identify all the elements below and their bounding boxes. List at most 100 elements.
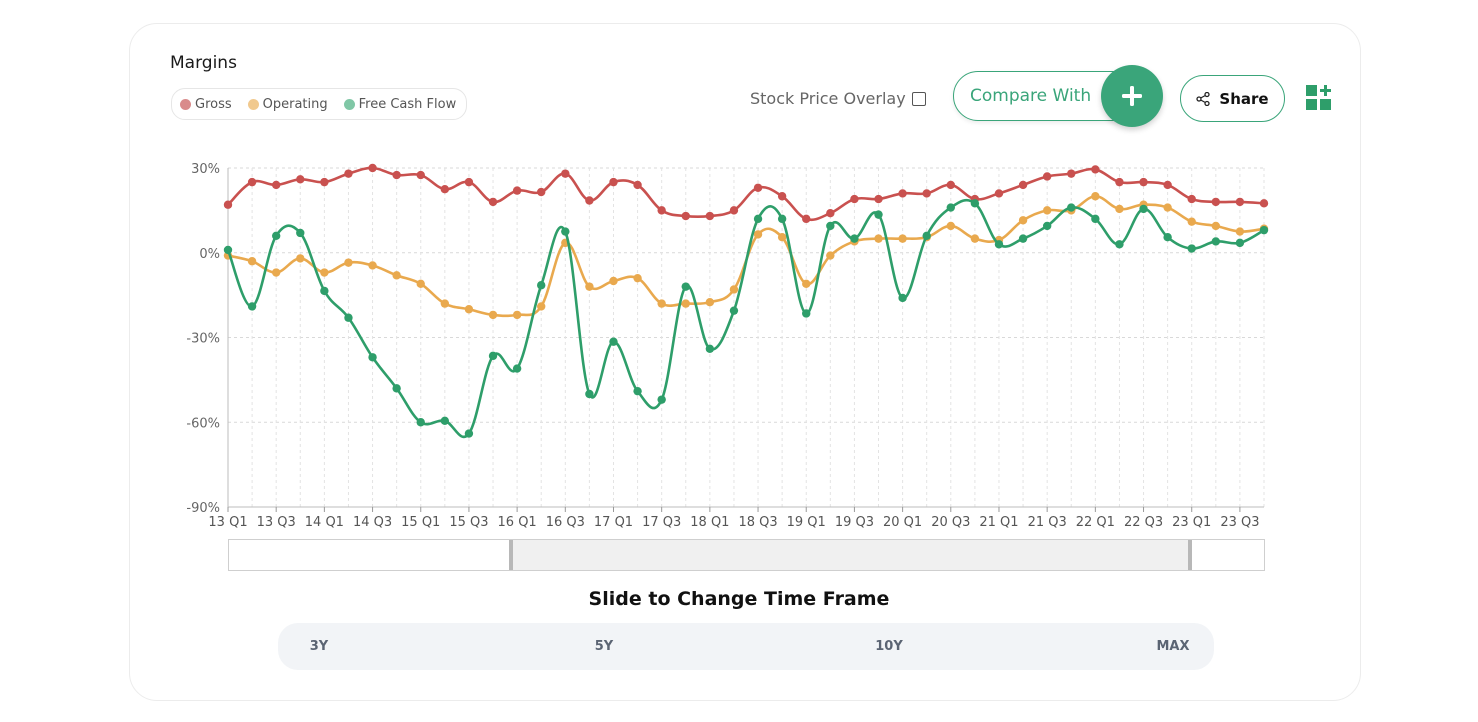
data-point-fcf: [1259, 225, 1269, 235]
x-tick-label: 23 Q3: [1220, 515, 1259, 530]
x-tick-label: 20 Q1: [883, 515, 922, 530]
data-point-gross: [633, 180, 642, 190]
slider-right-handle[interactable]: [1188, 540, 1192, 570]
x-tick-label: 22 Q1: [1076, 515, 1115, 530]
data-point-operating: [247, 257, 257, 266]
data-point-gross: [368, 163, 377, 173]
data-point-fcf: [777, 214, 787, 224]
y-tick-label: 0%: [199, 247, 220, 262]
legend-item-fcf[interactable]: Free Cash Flow: [343, 96, 457, 112]
slider-selected-range[interactable]: [511, 540, 1191, 570]
legend-dot-operating: [247, 98, 259, 110]
data-point-gross: [705, 211, 715, 221]
series-line-fcf: [226, 198, 1265, 439]
y-tick-label: -90%: [186, 501, 220, 516]
range-3y-button[interactable]: 3Y: [309, 639, 329, 654]
data-point-fcf: [657, 395, 666, 404]
data-point-gross: [1187, 194, 1196, 204]
data-point-gross: [296, 175, 305, 184]
data-point-gross: [320, 177, 329, 187]
legend-label-gross: Gross: [195, 96, 232, 112]
x-tick-label: 19 Q3: [835, 515, 874, 530]
range-max-button[interactable]: MAX: [1156, 639, 1190, 654]
data-point-fcf: [1187, 244, 1196, 253]
x-tick-label: 16 Q3: [546, 515, 585, 530]
compare-add-button[interactable]: [1101, 65, 1163, 127]
data-point-fcf: [802, 309, 811, 318]
stock-price-overlay-toggle[interactable]: Stock Price Overlay: [750, 89, 926, 108]
slider-left-handle[interactable]: [509, 540, 513, 570]
margins-card: [129, 23, 1361, 701]
data-point-operating: [826, 251, 835, 260]
x-tick-label: 20 Q3: [931, 515, 970, 530]
x-tick-label: 23 Q1: [1172, 515, 1211, 530]
data-point-gross: [537, 187, 546, 197]
x-tick-label: 15 Q1: [401, 515, 440, 530]
data-point-operating: [753, 230, 763, 239]
x-tick-label: 16 Q1: [498, 515, 537, 530]
data-point-operating: [633, 273, 642, 283]
data-point-fcf: [1139, 204, 1148, 214]
range-selector: 3Y 5Y 10Y MAX: [278, 623, 1214, 670]
data-point-operating: [1042, 206, 1052, 215]
range-10y-button[interactable]: 10Y: [875, 639, 903, 654]
data-point-fcf: [850, 234, 859, 243]
y-tick-label: 30%: [191, 162, 220, 177]
data-point-gross: [1091, 165, 1100, 174]
data-point-gross: [681, 211, 690, 221]
data-point-gross: [850, 194, 859, 204]
data-point-gross: [440, 184, 450, 194]
legend-item-gross[interactable]: Gross: [180, 97, 232, 112]
data-point-operating: [874, 234, 883, 243]
legend-label-fcf: Free Cash Flow: [358, 96, 457, 112]
data-point-operating: [1091, 192, 1100, 201]
x-tick-label: 13 Q1: [208, 515, 247, 530]
data-point-fcf: [1067, 203, 1076, 212]
y-tick-label: -30%: [186, 332, 220, 347]
data-point-fcf: [416, 418, 425, 427]
data-point-gross: [777, 192, 787, 201]
data-point-fcf: [537, 281, 546, 290]
range-5y-button[interactable]: 5Y: [594, 639, 614, 654]
data-point-fcf: [512, 364, 522, 373]
data-point-fcf: [826, 221, 835, 231]
stock-price-overlay-checkbox[interactable]: [911, 91, 926, 106]
data-point-fcf: [994, 240, 1004, 249]
data-point-fcf: [440, 416, 450, 426]
data-point-gross: [512, 186, 522, 195]
data-point-fcf: [368, 353, 377, 362]
data-point-operating: [681, 299, 690, 308]
data-point-fcf: [633, 386, 642, 396]
data-point-operating: [416, 279, 425, 289]
data-point-gross: [802, 214, 811, 224]
data-point-operating: [271, 268, 281, 277]
data-point-operating: [1211, 221, 1221, 231]
series-line-gross: [227, 166, 1265, 222]
data-point-operating: [898, 234, 907, 243]
data-point-fcf: [271, 231, 281, 240]
data-point-fcf: [1211, 237, 1221, 246]
data-point-fcf: [1018, 234, 1028, 243]
share-button[interactable]: Share: [1180, 75, 1285, 122]
data-point-operating: [296, 254, 305, 263]
data-point-fcf: [1115, 240, 1124, 249]
data-point-operating: [1018, 216, 1028, 225]
data-point-fcf: [922, 231, 931, 240]
data-point-gross: [1018, 180, 1028, 190]
x-tick-label: 14 Q1: [305, 515, 344, 530]
add-widget-icon[interactable]: [1306, 85, 1332, 111]
data-point-fcf: [946, 203, 955, 212]
data-point-operating: [320, 268, 329, 277]
share-icon: [1196, 91, 1211, 106]
data-point-operating: [657, 299, 666, 308]
x-tick-label: 14 Q3: [353, 515, 392, 530]
data-point-gross: [946, 180, 955, 190]
legend-item-operating[interactable]: Operating: [247, 97, 328, 112]
legend-dot-gross: [180, 98, 191, 110]
data-point-gross: [1115, 177, 1124, 187]
time-frame-slider[interactable]: [228, 539, 1265, 571]
data-point-fcf: [1235, 238, 1245, 248]
slider-caption: Slide to Change Time Frame: [588, 588, 890, 610]
data-point-gross: [657, 206, 666, 215]
data-point-fcf: [561, 227, 570, 236]
